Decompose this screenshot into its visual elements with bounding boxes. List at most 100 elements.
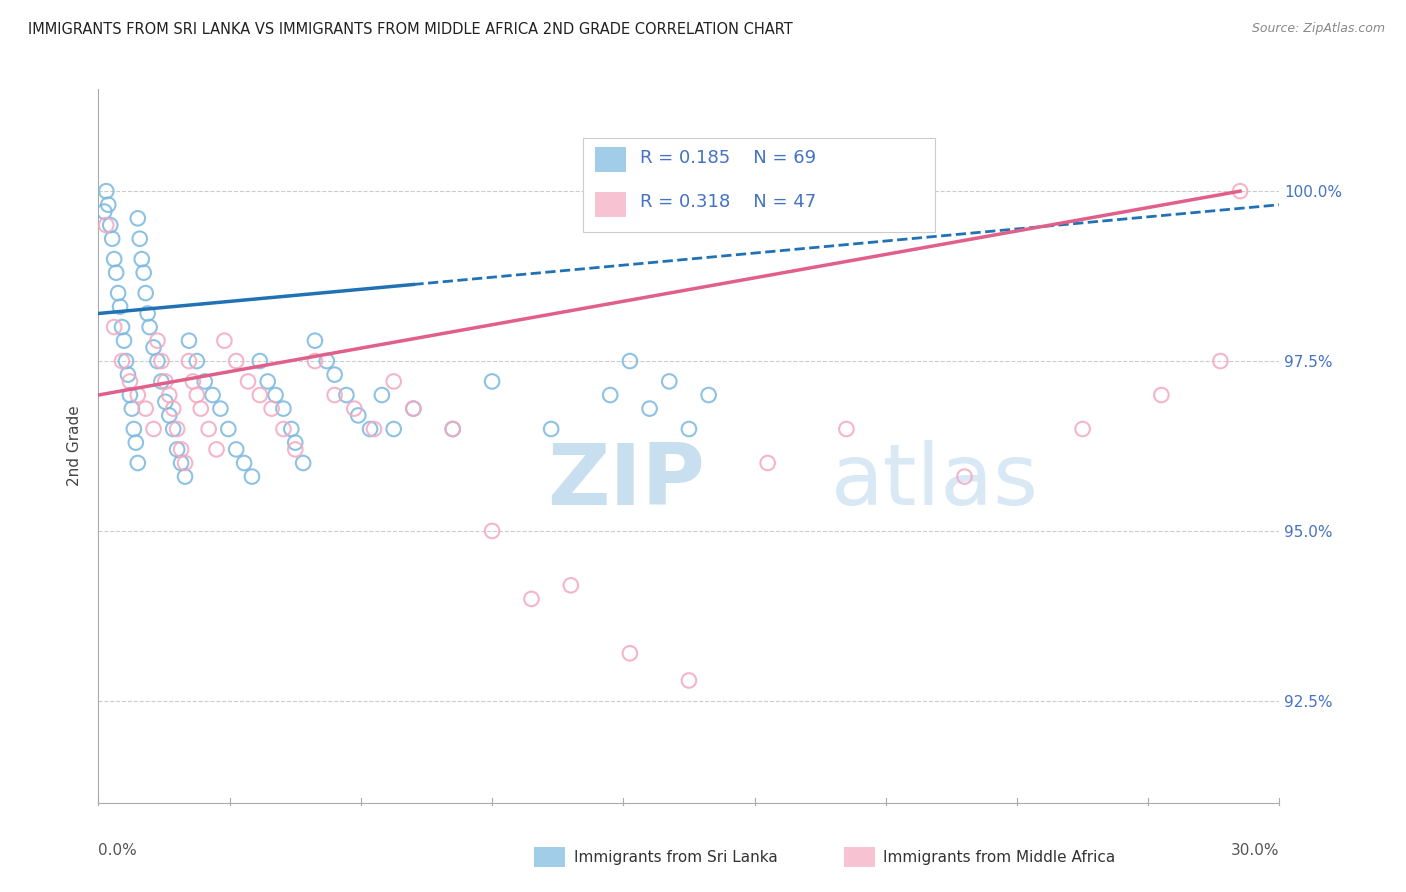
Point — [481, 524, 503, 538]
Point — [619, 354, 641, 368]
Point — [315, 354, 337, 368]
Point — [292, 456, 315, 470]
Point — [101, 232, 124, 246]
Point — [186, 354, 208, 368]
Point — [146, 354, 169, 368]
Point — [658, 375, 681, 389]
Point — [162, 422, 184, 436]
Point — [953, 469, 976, 483]
Point — [209, 401, 232, 416]
Point — [214, 334, 236, 348]
Point — [118, 388, 141, 402]
Text: Source: ZipAtlas.com: Source: ZipAtlas.com — [1251, 22, 1385, 36]
Point — [174, 469, 197, 483]
Point — [481, 375, 503, 389]
Point — [190, 401, 212, 416]
Point — [112, 334, 135, 348]
Y-axis label: 2nd Grade: 2nd Grade — [67, 406, 83, 486]
Text: ZIP: ZIP — [547, 440, 704, 524]
Point — [1229, 184, 1251, 198]
Point — [619, 646, 641, 660]
Point — [835, 422, 858, 436]
Point — [441, 422, 464, 436]
Point — [249, 388, 271, 402]
Point — [678, 422, 700, 436]
Point — [177, 354, 200, 368]
Point — [96, 184, 118, 198]
Point — [717, 198, 740, 212]
Point — [177, 334, 200, 348]
Point — [166, 422, 188, 436]
Point — [347, 409, 370, 423]
Point — [127, 388, 149, 402]
Point — [105, 266, 128, 280]
Point — [249, 354, 271, 368]
Point — [118, 375, 141, 389]
Point — [304, 334, 326, 348]
Point — [132, 266, 155, 280]
Point — [121, 401, 143, 416]
Point — [115, 354, 138, 368]
Point — [402, 401, 425, 416]
Point — [225, 442, 247, 457]
Point — [201, 388, 224, 402]
Point — [108, 300, 131, 314]
Point — [225, 354, 247, 368]
Text: Immigrants from Sri Lanka: Immigrants from Sri Lanka — [574, 850, 778, 864]
Point — [135, 401, 157, 416]
Point — [138, 320, 160, 334]
Point — [240, 469, 263, 483]
Point — [170, 442, 193, 457]
Point — [323, 368, 346, 382]
Text: R = 0.185    N = 69: R = 0.185 N = 69 — [640, 149, 815, 167]
Point — [162, 401, 184, 416]
Point — [150, 375, 173, 389]
Point — [264, 388, 287, 402]
Point — [117, 368, 139, 382]
Point — [96, 218, 118, 232]
Point — [441, 422, 464, 436]
Point — [103, 252, 125, 266]
Point — [127, 211, 149, 226]
Point — [273, 422, 295, 436]
Point — [359, 422, 381, 436]
Point — [155, 394, 177, 409]
Point — [125, 435, 148, 450]
Point — [260, 401, 283, 416]
Point — [520, 591, 543, 606]
Point — [1150, 388, 1173, 402]
Point — [150, 354, 173, 368]
Point — [93, 204, 115, 219]
Point — [174, 456, 197, 470]
Point — [181, 375, 204, 389]
Point — [371, 388, 394, 402]
Point — [382, 375, 405, 389]
Point — [1071, 422, 1094, 436]
Point — [205, 442, 228, 457]
Point — [402, 401, 425, 416]
Point — [304, 354, 326, 368]
Point — [170, 456, 193, 470]
Point — [131, 252, 153, 266]
Point — [111, 354, 134, 368]
Point — [678, 673, 700, 688]
Point — [217, 422, 239, 436]
Point — [128, 232, 150, 246]
Point — [142, 341, 165, 355]
Point — [343, 401, 366, 416]
Text: IMMIGRANTS FROM SRI LANKA VS IMMIGRANTS FROM MIDDLE AFRICA 2ND GRADE CORRELATION: IMMIGRANTS FROM SRI LANKA VS IMMIGRANTS … — [28, 22, 793, 37]
Text: R = 0.318    N = 47: R = 0.318 N = 47 — [640, 194, 815, 211]
Point — [280, 422, 302, 436]
Point — [233, 456, 256, 470]
Point — [166, 442, 188, 457]
Point — [236, 375, 259, 389]
Point — [127, 456, 149, 470]
Point — [540, 422, 562, 436]
Point — [136, 306, 159, 320]
Point — [97, 198, 120, 212]
Point — [107, 286, 129, 301]
Point — [146, 334, 169, 348]
Point — [142, 422, 165, 436]
Point — [186, 388, 208, 402]
Point — [335, 388, 357, 402]
